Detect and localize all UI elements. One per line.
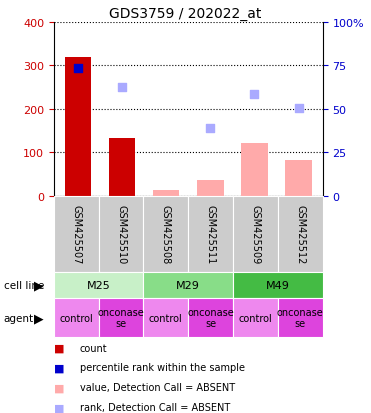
Text: GSM425508: GSM425508 bbox=[161, 205, 171, 264]
Text: ▶: ▶ bbox=[34, 279, 44, 292]
Text: onconase
se: onconase se bbox=[98, 307, 144, 329]
Bar bbox=[197, 181, 224, 196]
Text: GSM425509: GSM425509 bbox=[250, 205, 260, 264]
Bar bbox=[65, 57, 91, 196]
Text: GDS3759 / 202022_at: GDS3759 / 202022_at bbox=[109, 7, 262, 21]
Text: ■: ■ bbox=[54, 402, 64, 412]
Point bbox=[207, 126, 213, 132]
Text: percentile rank within the sample: percentile rank within the sample bbox=[80, 363, 245, 373]
Bar bbox=[285, 161, 312, 196]
Text: control: control bbox=[149, 313, 183, 323]
Point bbox=[119, 85, 125, 91]
Text: onconase
se: onconase se bbox=[277, 307, 324, 329]
Bar bbox=[54, 196, 99, 273]
Text: cell line: cell line bbox=[4, 280, 44, 290]
Text: ■: ■ bbox=[54, 363, 64, 373]
Point bbox=[296, 105, 302, 112]
Bar bbox=[188, 298, 233, 337]
Bar bbox=[54, 273, 144, 298]
Text: GSM425512: GSM425512 bbox=[295, 205, 305, 264]
Text: M49: M49 bbox=[266, 280, 290, 290]
Bar bbox=[241, 144, 267, 196]
Text: M29: M29 bbox=[176, 280, 200, 290]
Text: control: control bbox=[239, 313, 272, 323]
Text: M25: M25 bbox=[87, 280, 111, 290]
Bar bbox=[54, 298, 99, 337]
Bar bbox=[278, 298, 323, 337]
Text: GSM425511: GSM425511 bbox=[206, 205, 216, 264]
Bar bbox=[153, 191, 180, 196]
Bar bbox=[144, 196, 188, 273]
Bar bbox=[233, 196, 278, 273]
Text: rank, Detection Call = ABSENT: rank, Detection Call = ABSENT bbox=[80, 402, 230, 412]
Bar bbox=[144, 298, 188, 337]
Text: control: control bbox=[59, 313, 93, 323]
Bar bbox=[99, 298, 144, 337]
Bar bbox=[233, 298, 278, 337]
Point bbox=[75, 66, 81, 72]
Bar bbox=[233, 273, 323, 298]
Text: ■: ■ bbox=[54, 343, 64, 353]
Text: onconase
se: onconase se bbox=[187, 307, 234, 329]
Text: GSM425507: GSM425507 bbox=[71, 205, 81, 264]
Text: count: count bbox=[80, 343, 107, 353]
Bar bbox=[144, 273, 233, 298]
Text: ■: ■ bbox=[54, 382, 64, 392]
Bar bbox=[278, 196, 323, 273]
Text: ▶: ▶ bbox=[34, 311, 44, 324]
Bar bbox=[99, 196, 144, 273]
Text: GSM425510: GSM425510 bbox=[116, 205, 126, 264]
Text: agent: agent bbox=[4, 313, 34, 323]
Text: value, Detection Call = ABSENT: value, Detection Call = ABSENT bbox=[80, 382, 235, 392]
Bar bbox=[109, 139, 135, 196]
Point bbox=[252, 92, 257, 98]
Bar bbox=[188, 196, 233, 273]
